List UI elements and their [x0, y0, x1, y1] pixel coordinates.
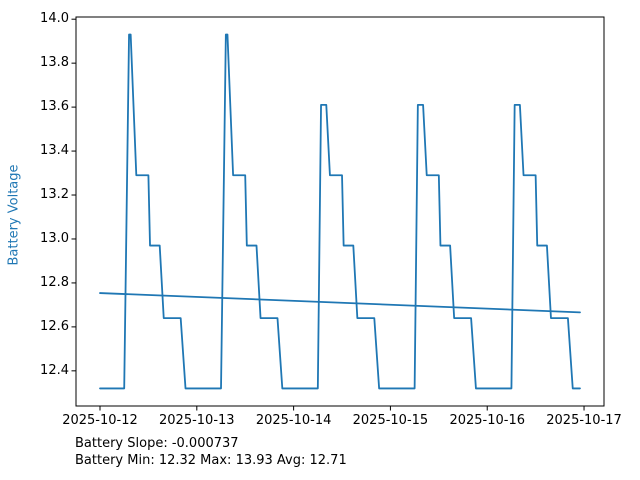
- y-axis-label: Battery Voltage: [6, 164, 22, 266]
- x-tick-label: 2025-10-15: [352, 413, 429, 428]
- x-tick-label: 2025-10-14: [255, 413, 332, 428]
- battery_trend-line: [99, 292, 581, 314]
- y-tick-label: 12.4: [40, 362, 69, 378]
- axes-spines: [75, 16, 605, 407]
- slope-text: Battery Slope: -0.000737: [75, 436, 239, 451]
- x-tick-label: 2025-10-17: [546, 413, 622, 428]
- x-tick-label: 2025-10-13: [159, 413, 235, 428]
- y-tick-label: 13.0: [40, 230, 69, 246]
- y-tick-label: 14.0: [40, 11, 69, 27]
- y-tick-label: 13.2: [40, 187, 69, 203]
- y-tick-label: 12.6: [40, 318, 69, 334]
- x-tick-label: 2025-10-12: [62, 413, 138, 428]
- min-max-avg-text: Battery Min: 12.32 Max: 13.93 Avg: 12.71: [75, 453, 347, 468]
- y-tick-label: 13.8: [40, 55, 69, 71]
- battery_voltage-line: [99, 33, 581, 390]
- y-tick-label: 13.6: [40, 99, 69, 115]
- y-tick-label: 13.4: [40, 143, 69, 159]
- stats-annotation: Battery Slope: -0.000737 Battery Min: 12…: [75, 435, 347, 469]
- y-tick-label: 12.8: [40, 274, 69, 290]
- x-tick-label: 2025-10-16: [449, 413, 525, 428]
